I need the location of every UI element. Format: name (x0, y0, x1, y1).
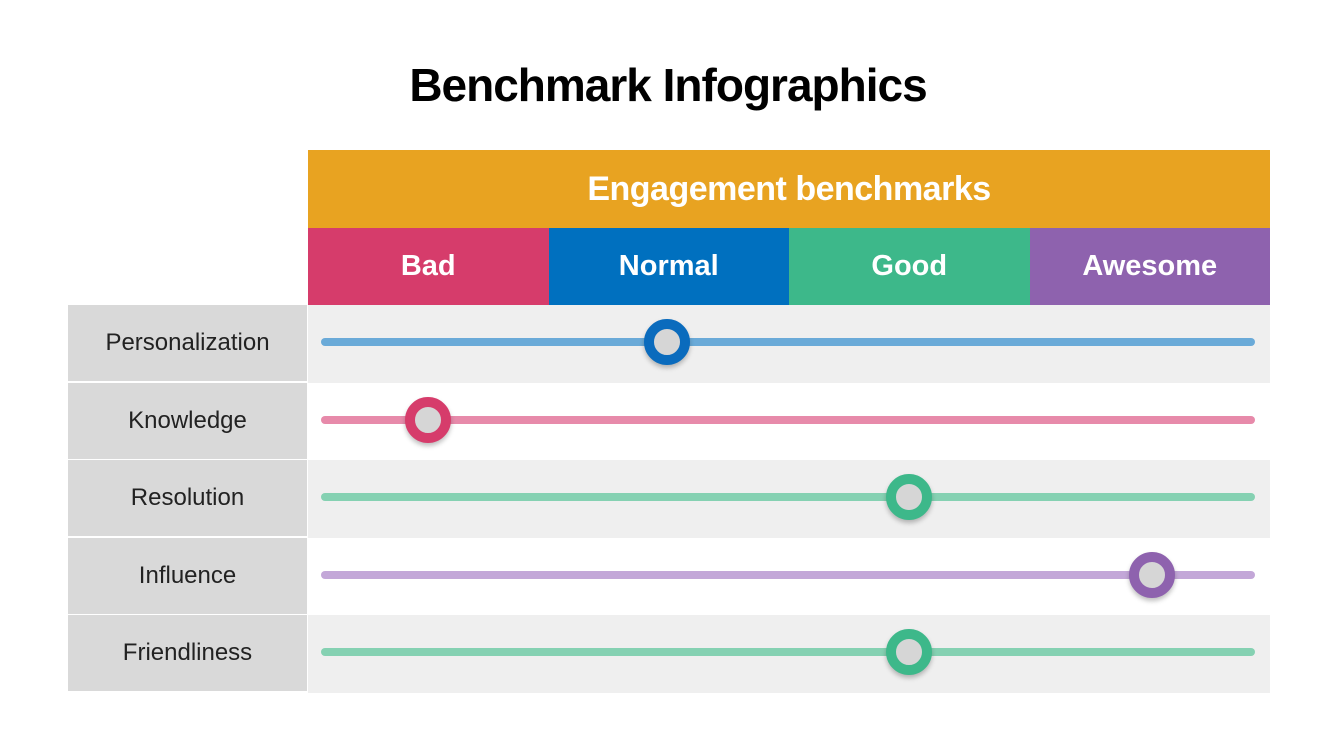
slider-knob[interactable] (1129, 551, 1176, 598)
row-label: Knowledge (68, 382, 307, 461)
slider-track (308, 460, 1270, 538)
slider-knob[interactable] (886, 474, 933, 521)
slider-bar (321, 648, 1255, 657)
slider-track (308, 615, 1270, 693)
slider-knob[interactable] (886, 629, 933, 676)
row-resolution: Resolution (68, 460, 1270, 539)
row-personalization: Personalization (68, 305, 1270, 383)
engagement-benchmarks-header: Engagement benchmarks (308, 150, 1270, 228)
row-label: Friendliness (68, 615, 307, 694)
row-label: Personalization (68, 305, 307, 383)
row-friendliness: Friendliness (68, 615, 1270, 694)
slider-track (308, 382, 1270, 461)
row-label: Resolution (68, 460, 307, 539)
category-awesome: Awesome (1029, 228, 1270, 305)
row-knowledge: Knowledge (68, 382, 1270, 461)
slider-track (308, 537, 1270, 616)
category-bad: Bad (308, 228, 549, 305)
slider-track (308, 305, 1270, 383)
row-label: Influence (68, 537, 307, 616)
category-good: Good (789, 228, 1030, 305)
benchmark-rows: Personalization Knowledge Resolution Inf… (68, 305, 1270, 694)
benchmark-categories: Bad Normal Good Awesome (308, 228, 1270, 305)
slider-bar (321, 570, 1255, 579)
slider-bar (321, 338, 1255, 346)
row-influence: Influence (68, 537, 1270, 616)
category-normal: Normal (548, 228, 789, 305)
slider-knob[interactable] (643, 319, 690, 365)
page-title: Benchmark Infographics (409, 59, 927, 111)
slider-knob[interactable] (405, 396, 452, 443)
slider-bar (321, 493, 1255, 502)
slider-bar (321, 415, 1255, 424)
